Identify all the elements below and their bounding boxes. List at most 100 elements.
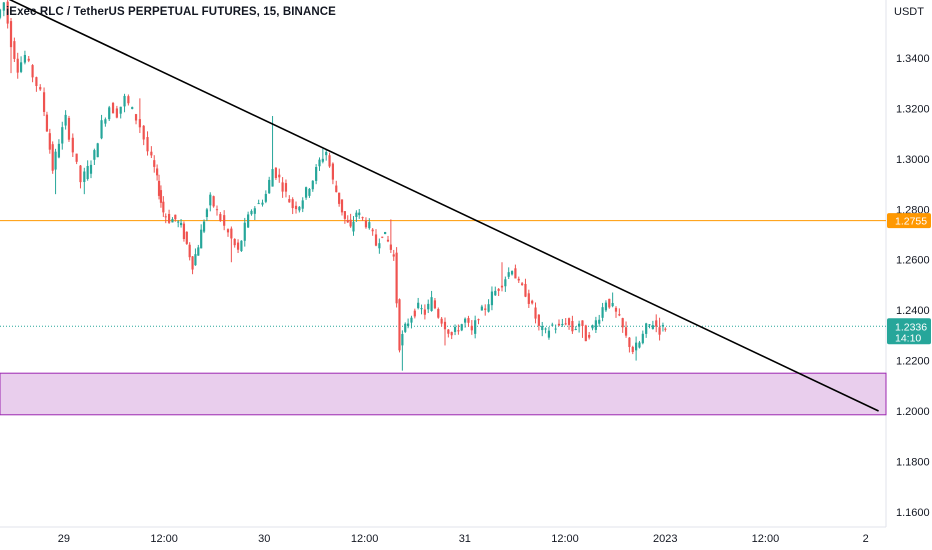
candle-body bbox=[185, 231, 188, 244]
candle-body bbox=[174, 214, 177, 220]
candle-body bbox=[223, 215, 226, 226]
candle-body bbox=[638, 342, 641, 348]
currency-label: USDT bbox=[894, 6, 924, 18]
candle-body bbox=[6, 1, 9, 24]
candle-body bbox=[358, 212, 361, 216]
candle-body bbox=[561, 323, 564, 325]
candle-body bbox=[433, 300, 437, 309]
candle-body bbox=[571, 320, 574, 332]
candle-body bbox=[401, 334, 404, 346]
candle-body bbox=[291, 199, 294, 209]
candle-body bbox=[410, 317, 413, 323]
candle-body bbox=[551, 324, 554, 326]
candle-body bbox=[564, 323, 567, 325]
y-tick-label: 1.2000 bbox=[896, 406, 930, 418]
candle-body bbox=[547, 330, 551, 338]
candle-body bbox=[534, 307, 537, 319]
x-tick-label: 12:00 bbox=[551, 533, 579, 545]
candle-body bbox=[621, 318, 624, 328]
last-price-label: 1.2336 bbox=[895, 321, 927, 333]
candle-body bbox=[191, 256, 194, 270]
candle-body bbox=[346, 220, 349, 223]
candle-body bbox=[134, 114, 138, 121]
candle-body bbox=[182, 223, 186, 240]
candle-body bbox=[591, 325, 594, 329]
candle-body bbox=[226, 229, 230, 233]
candle-body bbox=[308, 188, 311, 196]
candle-body bbox=[398, 299, 401, 351]
candle-body bbox=[215, 209, 219, 211]
candle-body bbox=[150, 151, 153, 156]
candle-body bbox=[93, 150, 96, 160]
candle-body bbox=[349, 219, 352, 227]
candle-body bbox=[108, 107, 111, 120]
candle-body bbox=[541, 325, 544, 331]
candle-body bbox=[343, 211, 346, 219]
candle-body bbox=[2, 2, 5, 11]
candle-body bbox=[527, 293, 530, 304]
bar-countdown-label: 14:10 bbox=[895, 332, 921, 344]
candle-body bbox=[240, 240, 243, 252]
candle-body bbox=[179, 222, 183, 226]
candle-body bbox=[219, 214, 222, 221]
candle-body bbox=[588, 334, 591, 338]
candle-body bbox=[500, 285, 504, 288]
candle-body bbox=[301, 200, 304, 209]
candle-body bbox=[197, 247, 200, 256]
candle-body bbox=[268, 179, 271, 194]
support-zone bbox=[0, 372, 887, 416]
candle-body bbox=[624, 327, 628, 336]
candle-body bbox=[537, 314, 540, 326]
candle-body bbox=[487, 304, 490, 312]
candle-body bbox=[338, 192, 341, 204]
candle-body bbox=[371, 229, 374, 232]
candle-body bbox=[651, 325, 654, 329]
candle-body bbox=[655, 320, 658, 327]
candle-body bbox=[83, 171, 86, 182]
candle-body bbox=[328, 155, 331, 167]
y-tick-label: 1.1800 bbox=[896, 456, 930, 468]
y-tick-label: 1.3000 bbox=[896, 154, 930, 166]
candle-body bbox=[315, 167, 318, 181]
candle-body bbox=[159, 190, 163, 203]
candle-body bbox=[474, 320, 477, 334]
candle-body bbox=[594, 320, 597, 330]
candle-body bbox=[61, 127, 64, 144]
candle-body bbox=[601, 307, 604, 318]
candle-body bbox=[395, 252, 398, 304]
candle-body bbox=[42, 92, 46, 112]
time-axis-background bbox=[0, 528, 886, 550]
candle-body bbox=[162, 201, 165, 213]
x-tick-label: 12:00 bbox=[150, 533, 178, 545]
y-tick-label: 1.2600 bbox=[896, 255, 930, 267]
candle-body bbox=[45, 114, 49, 132]
candle-body bbox=[544, 328, 547, 330]
candle-body bbox=[100, 120, 103, 139]
candle-body bbox=[467, 318, 470, 323]
chart-title: iExec RLC / TetherUS PERPETUAL FUTURES, … bbox=[6, 6, 336, 18]
candle-body bbox=[386, 239, 390, 242]
candle-body bbox=[361, 217, 364, 219]
candle-body bbox=[123, 95, 126, 107]
candle-body bbox=[427, 303, 430, 310]
candle-body bbox=[164, 216, 167, 218]
candle-body bbox=[138, 119, 141, 128]
candle-body bbox=[574, 329, 577, 331]
candle-body bbox=[16, 58, 19, 73]
candle-body bbox=[48, 133, 51, 150]
candle-body bbox=[194, 254, 197, 266]
candle-body bbox=[298, 206, 301, 211]
candle-body bbox=[661, 325, 665, 327]
y-tick-label: 1.1600 bbox=[896, 507, 930, 519]
candle-body bbox=[274, 167, 278, 179]
candle-body bbox=[264, 193, 267, 202]
candle-body bbox=[311, 180, 314, 190]
candle-body bbox=[413, 310, 416, 317]
candle-body bbox=[430, 297, 433, 311]
candle-body bbox=[104, 119, 107, 124]
candle-body bbox=[236, 242, 240, 250]
candle-body bbox=[614, 307, 618, 312]
candle-body bbox=[352, 221, 355, 232]
candle-body bbox=[294, 205, 298, 210]
